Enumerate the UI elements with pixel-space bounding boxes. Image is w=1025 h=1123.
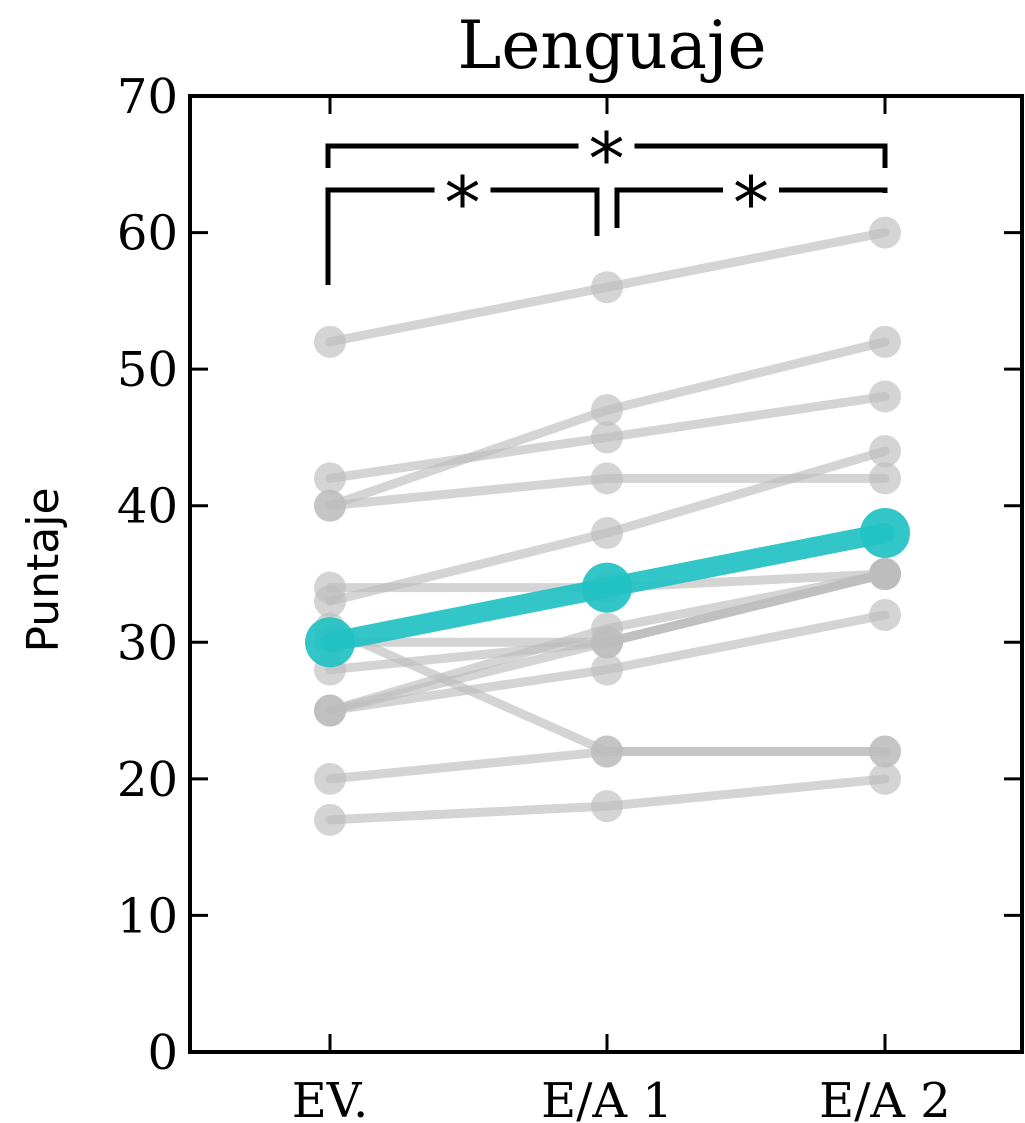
y-axis-label: Puntaje xyxy=(18,487,69,652)
series-point-2-2 xyxy=(591,394,623,427)
series-point-6-1 xyxy=(314,571,346,604)
significance-label-bg-3 xyxy=(578,124,635,168)
series-point-1-2 xyxy=(591,271,623,304)
series-point-1-3 xyxy=(869,216,901,249)
y-tick-label-60: 60 xyxy=(117,206,178,262)
series-point-3-1 xyxy=(314,462,346,495)
series-point-12-1 xyxy=(314,762,346,795)
series-point-2-3 xyxy=(869,325,901,358)
mean-point-2 xyxy=(582,562,632,613)
significance-label-1: * xyxy=(445,161,481,245)
y-tick-label-70: 70 xyxy=(117,69,178,125)
y-tick-label-0: 0 xyxy=(147,1025,178,1081)
mean-point-1 xyxy=(305,617,355,668)
series-point-13-3 xyxy=(869,762,901,795)
series-point-1-1 xyxy=(314,325,346,358)
series-point-13-2 xyxy=(591,790,623,823)
plot-area: 0 10 20 30 40 50 60 70 EV. E/A 1 E/A 2 * * * xyxy=(117,69,1024,1123)
mean-point-3 xyxy=(860,508,910,559)
series-point-10-3 xyxy=(869,558,901,590)
series-point-14-2 xyxy=(591,735,623,768)
series-point-5-2 xyxy=(591,517,623,550)
series-point-13-1 xyxy=(314,803,346,836)
series-point-4-3 xyxy=(869,462,901,495)
series-point-3-2 xyxy=(591,421,623,454)
y-tick-label-30: 30 xyxy=(117,615,178,671)
chart-title: Lenguaje xyxy=(457,7,766,84)
x-tick-label-3: E/A 2 xyxy=(819,1073,951,1123)
series-point-11-3 xyxy=(869,598,901,631)
series-point-11-2 xyxy=(591,653,623,686)
y-tick-label-20: 20 xyxy=(117,752,178,808)
y-tick-label-40: 40 xyxy=(117,479,178,535)
series-point-5-3 xyxy=(869,435,901,468)
series-point-3-3 xyxy=(869,380,901,413)
x-tick-label-2: E/A 1 xyxy=(541,1073,673,1123)
series-point-11-1 xyxy=(314,694,346,727)
significance-label-3: * xyxy=(589,117,625,201)
significance-label-2: * xyxy=(733,161,769,245)
series-point-10-2 xyxy=(591,626,623,659)
series-point-4-1 xyxy=(314,489,346,522)
y-tick-label-50: 50 xyxy=(117,342,178,398)
x-tick-label-1: EV. xyxy=(292,1073,369,1123)
series-point-4-2 xyxy=(591,462,623,495)
significance-label-bg-2 xyxy=(723,168,779,212)
y-tick-label-10: 10 xyxy=(117,888,178,944)
series-point-14-3 xyxy=(869,735,901,768)
significance-label-bg-1 xyxy=(434,168,491,212)
